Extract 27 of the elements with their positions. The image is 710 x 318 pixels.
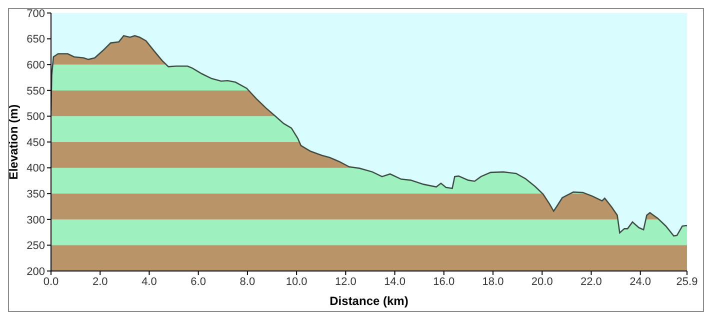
x-tick-label: 0.0 (43, 276, 59, 288)
x-tick-label: 16.0 (433, 276, 455, 288)
y-tick-label: 500 (26, 111, 45, 124)
y-tick-label: 400 (26, 162, 45, 175)
x-tick-label: 2.0 (92, 276, 108, 288)
x-tick-label: 18.0 (482, 276, 504, 288)
y-tick-label: 700 (26, 8, 45, 20)
x-tick-label: 6.0 (190, 276, 206, 288)
x-tick-label: 20.0 (531, 276, 553, 288)
y-axis-title: Elevation (m) (6, 104, 20, 180)
x-tick-label: 12.0 (334, 276, 356, 288)
x-tick-label: 14.0 (384, 276, 406, 288)
y-tick-label: 250 (26, 240, 45, 252)
y-tick-label: 450 (26, 136, 45, 149)
x-tick-label: 25.9 (676, 276, 698, 288)
y-tick-label: 550 (26, 85, 45, 98)
x-tick-label: 24.0 (630, 276, 652, 288)
y-tick-label: 300 (26, 214, 45, 226)
y-tick-label: 600 (26, 60, 45, 72)
x-tick-label: 8.0 (240, 276, 256, 288)
x-axis-title: Distance (km) (330, 294, 408, 308)
y-tick-label: 650 (26, 34, 45, 46)
x-tick-label: 4.0 (142, 276, 157, 288)
x-tick-label: 10.0 (286, 276, 308, 288)
x-tick-label: 22.0 (580, 276, 602, 288)
y-tick-label: 350 (26, 188, 45, 201)
y-tick-label: 200 (26, 266, 45, 278)
